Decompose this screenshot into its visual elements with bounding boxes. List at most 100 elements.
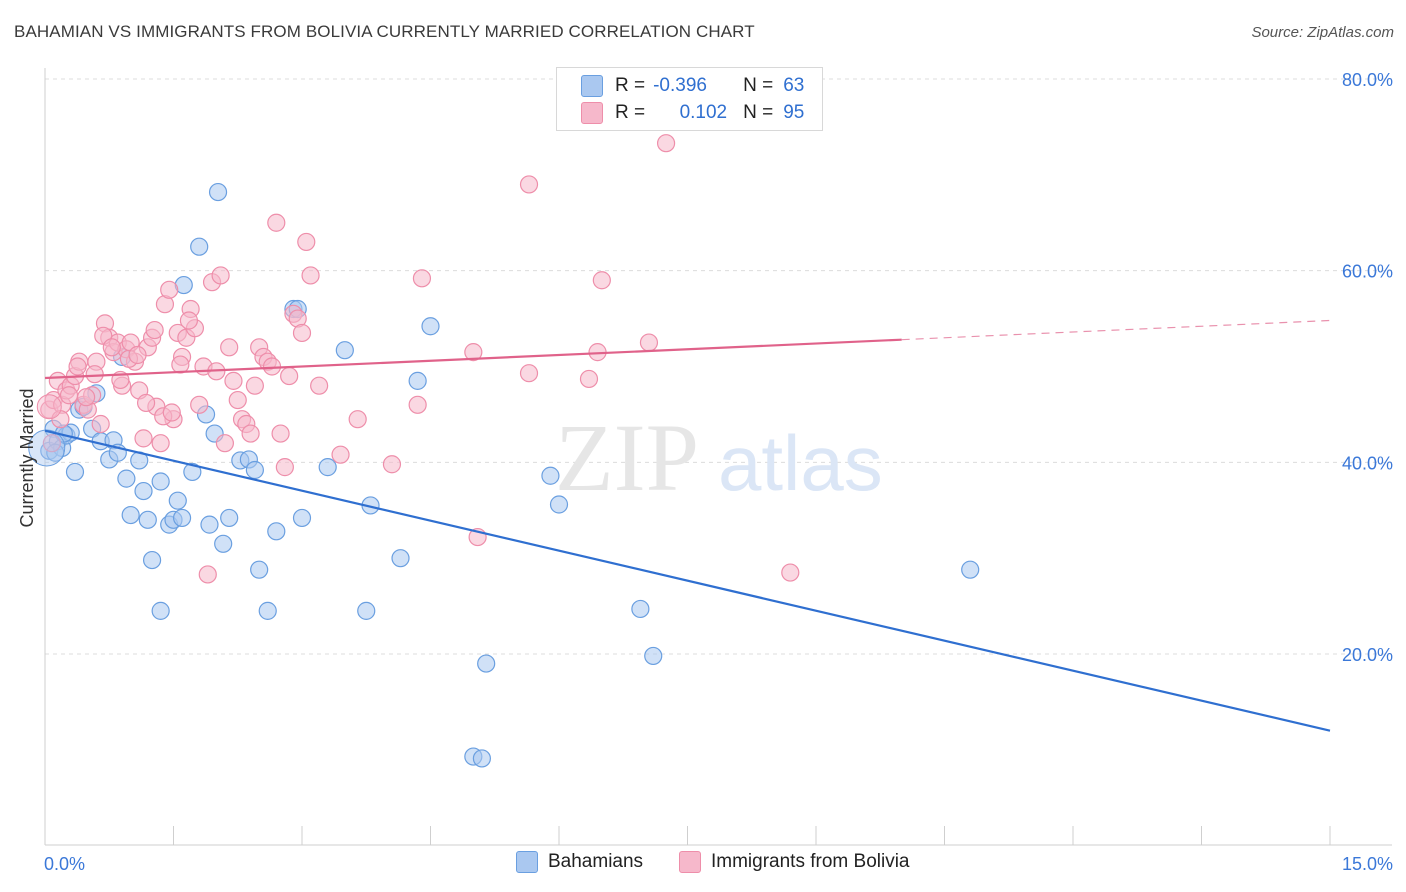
bolivia-point [275, 458, 294, 477]
bahamians-point [200, 515, 219, 534]
y-tick-label: 40.0% [1342, 453, 1393, 473]
bahamians-point [477, 654, 496, 673]
bahamians-point [250, 560, 269, 579]
y-tick-label: 60.0% [1342, 262, 1393, 282]
bolivia-point [464, 343, 483, 362]
legend-r-value: -0.396 [653, 75, 707, 96]
tick-labels: 20.0% 40.0% 60.0% 80.0% 0.0% 15.0% [44, 70, 1393, 874]
bolivia-point [224, 371, 243, 390]
legend-r-label: R = [615, 102, 646, 123]
bolivia-point [331, 445, 350, 464]
bolivia-point [42, 434, 61, 453]
bahamians-trend-line [44, 429, 1331, 732]
bahamians-point [134, 481, 153, 501]
legend-swatch-pink [679, 851, 701, 873]
bahamians-point [357, 601, 376, 620]
bolivia-point [519, 364, 539, 383]
bahamians-point [258, 601, 277, 620]
series-legend: Bahamians Immigrants from Bolivia [0, 851, 1406, 877]
bolivia-point [228, 390, 247, 410]
bolivia-point [408, 395, 427, 414]
bolivia-point [85, 365, 104, 384]
x-tick-label: 15.0% [1342, 854, 1393, 874]
legend-n-label: N = [743, 75, 774, 96]
watermark-zip: ZIP [555, 404, 699, 511]
legend-n-value: 95 [783, 102, 805, 123]
chart-title: BAHAMIAN VS IMMIGRANTS FROM BOLIVIA CURR… [14, 22, 755, 41]
legend-r-value: 0.102 [679, 102, 728, 123]
bolivia-point [412, 269, 432, 288]
bahamians-point [121, 505, 140, 525]
bahamians-point [172, 508, 192, 528]
bolivia-point [579, 369, 599, 389]
bahamians-point [631, 599, 650, 619]
bolivia-point [215, 434, 234, 453]
legend-swatch-pink [581, 102, 603, 124]
bahamians-point [142, 550, 162, 570]
bolivia-point [102, 338, 121, 357]
bolivia-point [280, 366, 299, 386]
bolivia-point [59, 386, 79, 405]
watermark-atlas: atlas [718, 419, 883, 507]
bolivia-point [656, 134, 676, 153]
bolivia-point [519, 175, 539, 194]
bahamians-point [644, 646, 663, 666]
bahamians-point [267, 522, 286, 541]
bolivia-point [382, 455, 402, 474]
bolivia-point [211, 266, 230, 285]
legend-item-bolivia[interactable]: Immigrants from Bolivia [679, 851, 910, 873]
bahamians-point [472, 749, 491, 768]
legend-swatch-blue [516, 851, 538, 873]
bahamians-point [318, 458, 337, 477]
bolivia-point [271, 424, 290, 443]
bolivia-point [301, 266, 320, 285]
legend-r-label: R = [615, 75, 646, 96]
bolivia-point [179, 311, 199, 330]
bahamians-point [208, 182, 228, 202]
bolivia-point [292, 323, 312, 343]
trend-lines [44, 319, 1331, 732]
bahamians-point [245, 460, 264, 480]
bolivia-point [68, 357, 87, 376]
bahamians-point [151, 601, 170, 620]
bolivia-point [245, 376, 264, 395]
bolivia-point [241, 424, 260, 443]
bahamians-point [168, 491, 187, 510]
bolivia-point [134, 429, 153, 448]
legend-n-value: 63 [783, 75, 805, 96]
watermark: ZIP atlas [555, 404, 883, 511]
bolivia-point [128, 345, 147, 365]
y-tick-label: 80.0% [1342, 70, 1393, 90]
bolivia-trend-line-extension [901, 319, 1331, 341]
bolivia-point [592, 271, 611, 290]
legend-swatch-blue [581, 75, 603, 97]
data-points [28, 134, 980, 768]
bolivia-point [77, 388, 96, 407]
legend-row-bolivia: R = 0.102 N = 95 [581, 101, 804, 125]
gridlines [45, 78, 1392, 655]
x-tick-label: 0.0% [44, 854, 85, 874]
bahamians-point [961, 560, 980, 579]
bolivia-point [91, 414, 110, 434]
bolivia-point [267, 213, 286, 232]
bahamians-point [117, 469, 136, 488]
legend-label-bolivia: Immigrants from Bolivia [711, 851, 910, 872]
legend-item-bahamians[interactable]: Bahamians [516, 851, 643, 873]
bahamians-point [65, 462, 85, 482]
bolivia-point [310, 376, 329, 395]
bahamians-point [421, 317, 440, 336]
bahamians-point [292, 508, 312, 528]
bolivia-point [190, 395, 209, 414]
y-axis-label: Currently Married [17, 388, 37, 527]
y-tick-label: 20.0% [1342, 645, 1393, 665]
bolivia-point [36, 394, 62, 420]
legend-label-bahamians: Bahamians [548, 851, 644, 872]
bolivia-point [160, 280, 179, 299]
bolivia-point [198, 565, 217, 584]
bahamians-point [549, 495, 569, 514]
bolivia-point [220, 338, 239, 357]
bolivia-point [781, 563, 800, 582]
bahamians-point [541, 466, 560, 485]
bolivia-trend-line [44, 338, 902, 380]
